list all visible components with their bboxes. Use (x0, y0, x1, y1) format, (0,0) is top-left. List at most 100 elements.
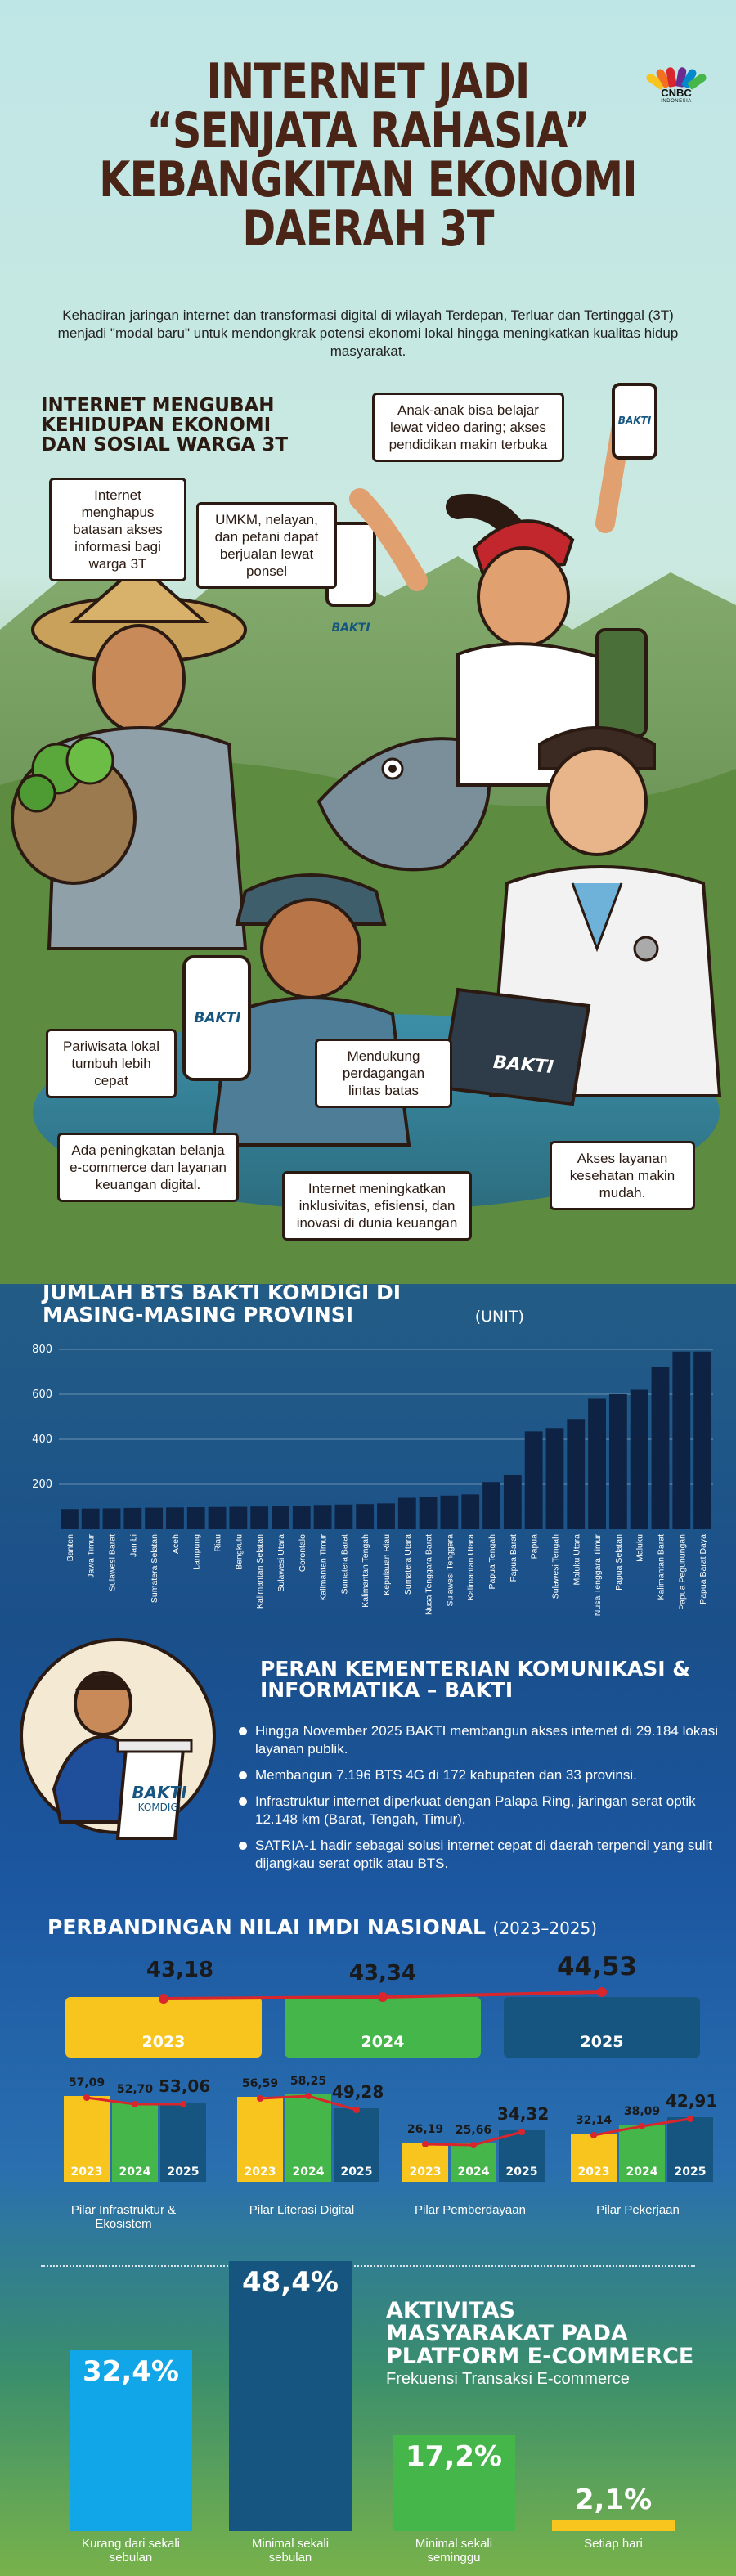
y-tick-label: 400 (32, 1434, 52, 1446)
bts-category-label: Bengkulu (234, 1534, 244, 1570)
title-line-3: KEBANGKITAN EKONOMI (99, 151, 637, 209)
bubble-ecommerce: Ada peningkatan belanja e-commerce dan l… (57, 1133, 239, 1202)
peran-title-line1: PERAN KEMENTERIAN KOMUNIKASI & (260, 1657, 691, 1681)
bts-bar (356, 1504, 375, 1529)
divider (41, 2265, 695, 2267)
pilar-group: 2023 32,14 2024 38,09 2025 42,91 (571, 2091, 720, 2182)
bts-category-label: Sulawesi Utara (276, 1534, 286, 1592)
bts-bar (334, 1504, 353, 1529)
pilar-group: 2023 56,59 2024 58,25 2025 49,28 (237, 2075, 386, 2182)
bubble-tourism: Pariwisata lokal tumbuh lebih cepat (46, 1029, 177, 1098)
bts-bar (630, 1389, 648, 1529)
ecommerce-label: Setiap hari (584, 2537, 643, 2551)
ecommerce-subtitle: Frekuensi Transaksi E-commerce (386, 2370, 630, 2388)
imdi-bar-year: 2025 (580, 2033, 624, 2051)
bts-bar (608, 1394, 627, 1529)
imdi-bar-2023: 2023 (65, 1997, 262, 2058)
bts-category-label: Jawa Timur (87, 1534, 96, 1578)
logo-sub: INDONESIA (661, 99, 692, 104)
bts-bar (81, 1508, 100, 1529)
title-line-2: “SENJATA RAHASIA” (146, 102, 590, 159)
section1-title-line2: KEHIDUPAN EKONOMI (41, 415, 272, 436)
ecommerce-title-line3: PLATFORM E-COMMERCE (386, 2344, 694, 2369)
ecommerce-value: 2,1% (574, 2484, 653, 2516)
bts-category-label: Papua Barat Daya (698, 1534, 708, 1604)
bts-category-label: Papua (530, 1534, 540, 1560)
ecommerce-title-line2: MASYARAKAT PADA (386, 2321, 628, 2346)
fisherman-figure (182, 873, 411, 1147)
bts-bar (503, 1475, 522, 1529)
bts-chart-unit: (UNIT) (474, 1308, 524, 1326)
bts-category-label: Papua Barat (509, 1534, 518, 1582)
pilar-bar-year: 2024 (292, 2165, 325, 2179)
ecommerce-label: Kurang dari sekali sebulan (81, 2537, 181, 2565)
pilar-bar: 2024 (451, 2143, 496, 2182)
y-tick-label: 200 (32, 1479, 52, 1491)
bubble-health: Akses layanan kesehatan makin mudah. (550, 1141, 695, 1210)
bts-category-label: Aceh (171, 1534, 181, 1554)
bts-bar (545, 1428, 564, 1529)
intro-text: Kehadiran jaringan internet dan transfor… (57, 307, 679, 359)
bts-bar (377, 1503, 395, 1529)
bts-bar (482, 1482, 500, 1529)
peran-item: Hingga November 2025 BAKTI membangun aks… (239, 1722, 721, 1758)
pilar-value: 34,32 (497, 2104, 550, 2124)
pilar-label: Pilar Pemberdayaan (415, 2203, 526, 2217)
imdi-value-2025: 44,53 (556, 1952, 638, 1981)
bts-category-label: Sulawesi Barat (108, 1534, 118, 1591)
bts-category-label: Nusa Tenggara Timur (593, 1534, 603, 1617)
ecommerce-label: Minimal sekali sebulan (251, 2537, 330, 2565)
phone-student-label: BAKTI (617, 415, 652, 426)
pilar-bar: 2023 (571, 2134, 617, 2182)
y-tick-label: 600 (32, 1389, 52, 1401)
fish-figure (316, 737, 491, 872)
bts-bar (272, 1506, 289, 1529)
bts-category-label: Sulawesi Tenggara (445, 1534, 455, 1607)
bts-bar (186, 1507, 205, 1529)
imdi-trend-line (159, 1987, 607, 2004)
pilar-value: 32,14 (575, 2114, 613, 2127)
pilar-bar: 2024 (619, 2125, 665, 2182)
pilar-bar-year: 2023 (409, 2165, 442, 2179)
pilar-value: 52,70 (116, 2083, 154, 2096)
pilar-bar: 2025 (667, 2117, 713, 2182)
peran-list: Hingga November 2025 BAKTI membangun aks… (239, 1722, 721, 1881)
peacock-icon (644, 65, 708, 91)
bts-bar (145, 1507, 164, 1529)
bts-category-label: Gorontalo (298, 1534, 307, 1572)
bts-category-label: Maluku Utara (572, 1534, 581, 1586)
bts-bar (524, 1431, 543, 1529)
pilar-bar: 2023 (237, 2097, 283, 2182)
pilar-label: Pilar Literasi Digital (249, 2203, 355, 2217)
phone-fisherman-label: BAKTI (194, 1010, 241, 1026)
pilar-bar: 2024 (285, 2094, 331, 2182)
bts-bar (567, 1419, 586, 1529)
pilar-bar: 2025 (160, 2103, 206, 2182)
pilar-group: 2023 57,09 2024 52,70 2025 53,06 (64, 2076, 213, 2182)
ecommerce-title-line1: AKTIVITAS (386, 2298, 515, 2323)
imdi-bar-2025: 2025 (504, 1997, 700, 2058)
bts-category-label: Sumatera Selatan (150, 1534, 159, 1603)
pilar-bar-year: 2023 (244, 2165, 276, 2179)
title-line-1: INTERNET JADI (206, 53, 531, 110)
main-title: INTERNET JADI “SENJATA RAHASIA” KEBANGKI… (66, 57, 670, 254)
peran-item: Membangun 7.196 BTS 4G di 172 kabupaten … (239, 1766, 721, 1784)
bts-category-label: Banten (65, 1534, 75, 1561)
pilar-value: 58,25 (289, 2075, 327, 2088)
pilar-label: Pilar Pekerjaan (596, 2203, 680, 2217)
pilar-bar-year: 2025 (340, 2165, 373, 2179)
phone-student (612, 383, 657, 460)
ecommerce-label: Minimal sekali seminggu (415, 2537, 493, 2565)
bts-category-label: Papua Pegunungan (677, 1534, 687, 1610)
pilar-value: 49,28 (332, 2082, 384, 2102)
farmer-figure (11, 562, 248, 950)
imdi-bar-year: 2024 (361, 2033, 405, 2051)
pilar-bar-year: 2025 (505, 2165, 538, 2179)
bubble-education: Anak-anak bisa belajar lewat video darin… (372, 393, 564, 462)
ecommerce-bar: 17,2% (393, 2435, 515, 2531)
pilar-group: 2023 26,19 2024 25,66 2025 34,32 (402, 2092, 551, 2182)
bts-bar (588, 1398, 606, 1529)
pilar-trend-line (590, 2116, 693, 2138)
title-line-4: DAERAH 3T (242, 200, 494, 258)
bts-chart: 200 400 600 800 Banten Jawa Timur Sulawesi Bar… (32, 1344, 713, 1617)
